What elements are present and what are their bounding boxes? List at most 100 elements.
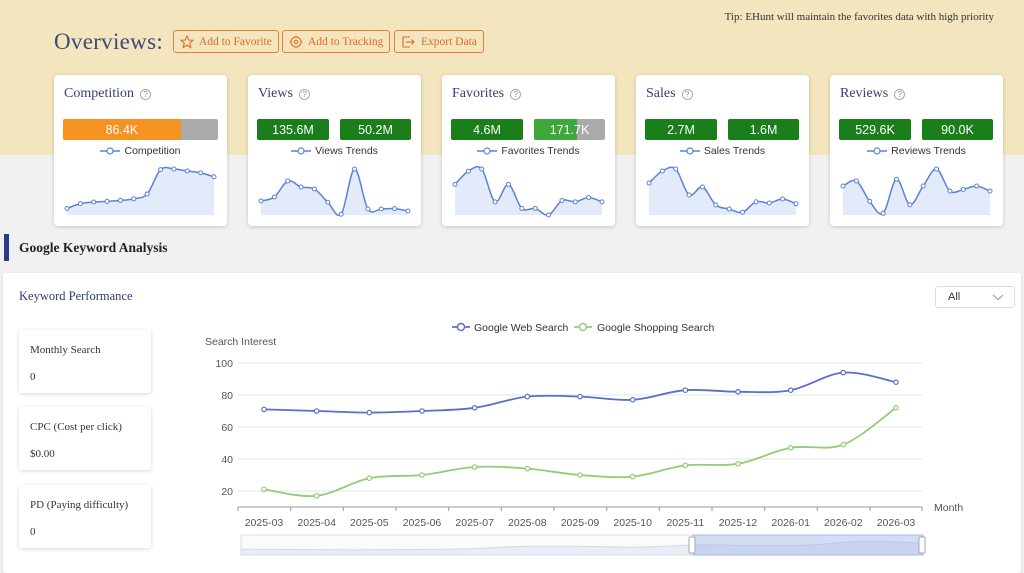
reviews-point [893, 176, 899, 182]
views-point [258, 198, 264, 204]
target-icon [289, 35, 303, 48]
favorites-sparkline [452, 166, 605, 218]
reviews-point [947, 188, 953, 194]
add-to-tracking-button[interactable]: Add to Tracking [282, 30, 391, 53]
reviews-point [840, 183, 846, 189]
sales-legend: Sales Trends [636, 145, 809, 157]
reviews-value1: 529.6K [855, 122, 895, 137]
sales-legend-label: Sales Trends [703, 145, 766, 157]
competition-point [184, 168, 190, 174]
legend-line-icon [679, 147, 700, 155]
reviews-legend: Reviews Trends [830, 145, 1003, 157]
help-icon[interactable]: ? [894, 88, 906, 100]
favorites-value1: 4.6M [473, 122, 501, 137]
section-title: Google Keyword Analysis [19, 240, 168, 255]
reviews-point [960, 186, 966, 192]
monthly-search-card: Monthly Search 0 [19, 330, 151, 393]
views-point [311, 186, 317, 192]
competition-point [117, 197, 123, 203]
favorites-point [465, 168, 471, 174]
sales-point [659, 168, 665, 174]
reviews-area [843, 168, 990, 215]
views-point [365, 206, 371, 212]
tip-text: Tip: EHunt will maintain the favorites d… [724, 11, 994, 23]
sales-sparkline [646, 166, 799, 215]
favorites-point [586, 194, 592, 200]
range-select-value: All [948, 291, 961, 303]
competition-point [131, 196, 137, 202]
reviews-value2-badge: 90.0K [922, 119, 993, 140]
sales-value-badge: 2.7M [645, 119, 717, 140]
views-legend: Views Trends [248, 145, 421, 157]
competition-sparkline [64, 166, 217, 215]
favorites-bar: 171.7K [534, 119, 605, 140]
export-data-label: Export Data [421, 35, 477, 48]
help-icon[interactable]: ? [681, 88, 693, 100]
favorites-point [492, 199, 498, 205]
sales-point [726, 206, 732, 212]
legend-line-icon [477, 147, 498, 155]
help-icon[interactable]: ? [510, 88, 522, 100]
favorites-point [532, 205, 538, 211]
views-value2: 50.2M [358, 122, 393, 137]
competition-point [211, 174, 217, 180]
export-data-button[interactable]: Export Data [394, 30, 484, 53]
favorites-card: Favorites? 4.6M 171.7K Favorites Trends [442, 75, 615, 226]
sales-point [793, 201, 799, 207]
help-icon[interactable]: ? [140, 88, 151, 100]
favorites-legend-label: Favorites Trends [501, 145, 580, 157]
competition-legend-label: Competition [124, 145, 181, 157]
competition-card: Competition? 86.4K Competition [54, 75, 227, 226]
sales-area [649, 167, 796, 215]
views-area [261, 168, 408, 216]
sales-point [753, 199, 759, 205]
competition-legend: Competition [54, 145, 227, 157]
pd-card: PD (Paying difficulty) 0 [19, 485, 151, 548]
monthly-search-label: Monthly Search [30, 344, 101, 356]
pd-label: PD (Paying difficulty) [30, 499, 129, 511]
favorites-legend: Favorites Trends [442, 145, 615, 157]
add-to-favorite-label: Add to Favorite [199, 35, 272, 48]
reviews-sparkline [840, 166, 993, 216]
sales-point [766, 200, 772, 206]
competition-value: 86.4K [105, 122, 139, 137]
favorites-point [559, 198, 565, 204]
favorites-bar-fill [534, 119, 577, 140]
reviews-point [920, 183, 926, 189]
favorites-point [572, 199, 578, 205]
reviews-title: Reviews [840, 86, 889, 101]
range-select[interactable]: All [935, 286, 1015, 308]
views-point [405, 208, 411, 214]
views-legend-label: Views Trends [315, 145, 378, 157]
sales-point [646, 180, 652, 186]
reviews-point [907, 202, 913, 208]
favorites-value-badge: 4.6M [451, 119, 523, 140]
competition-point [104, 198, 110, 204]
competition-point [91, 199, 97, 205]
sales-point [740, 209, 746, 215]
reviews-point [974, 183, 980, 189]
help-icon[interactable]: ? [298, 88, 310, 100]
views-value2-badge: 50.2M [340, 119, 411, 140]
panel-title: Keyword Performance [19, 289, 133, 303]
views-point [271, 194, 277, 200]
competition-bar-fill: 86.4K [63, 119, 181, 140]
cpc-value: $0.00 [30, 448, 55, 460]
add-to-tracking-label: Add to Tracking [308, 35, 384, 48]
favorites-point [479, 166, 485, 172]
sales-title: Sales [646, 86, 676, 101]
monthly-search-value: 0 [30, 371, 36, 383]
sales-value2-badge: 1.6M [728, 119, 799, 140]
cpc-card: CPC (Cost per click) $0.00 [19, 407, 151, 470]
legend-line-icon [100, 147, 121, 155]
favorites-point [599, 199, 605, 205]
views-point [298, 184, 304, 190]
add-to-favorite-button[interactable]: Add to Favorite [173, 30, 279, 53]
views-card: Views? 135.6M 50.2M Views Trends [248, 75, 421, 226]
favorites-point [452, 181, 458, 187]
competition-point [171, 166, 177, 172]
views-title: Views [258, 86, 293, 101]
competition-point [158, 167, 164, 173]
sales-value2: 1.6M [749, 122, 778, 137]
reviews-card: Reviews? 529.6K 90.0K Reviews Trends [830, 75, 1003, 226]
